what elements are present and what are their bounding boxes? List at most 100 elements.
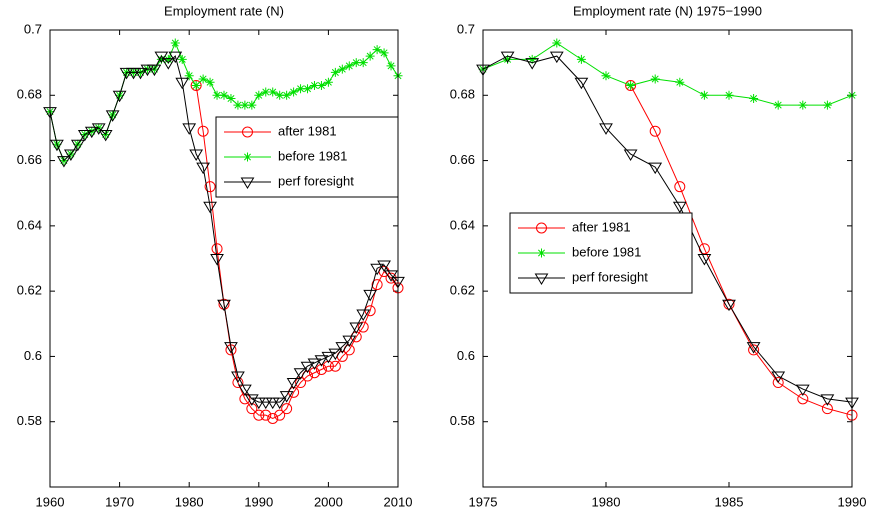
legend-label: perf foresight [278, 173, 354, 188]
data-marker [265, 397, 280, 410]
data-marker [601, 71, 611, 81]
data-marker [168, 51, 183, 64]
data-marker [527, 54, 537, 64]
legend: after 1981 before 1981 perf foresight [215, 116, 399, 198]
y-tick-label: 0.6 [457, 348, 475, 363]
legend-marker [534, 273, 549, 285]
data-marker [392, 282, 404, 294]
data-marker [126, 67, 141, 80]
data-marker [748, 344, 760, 356]
data-marker [212, 90, 222, 100]
y-tick-label: 0.68 [450, 87, 475, 102]
data-marker [140, 64, 155, 77]
data-marker [674, 181, 686, 193]
data-marker [372, 45, 382, 55]
data-marker [147, 64, 162, 77]
data-marker [205, 77, 215, 87]
data-marker [300, 361, 315, 374]
data-marker [699, 90, 709, 100]
data-marker [772, 377, 784, 388]
data-marker [363, 289, 378, 302]
data-marker [820, 394, 835, 406]
data-marker [232, 377, 244, 388]
data-marker [246, 403, 258, 415]
data-marker [797, 393, 809, 405]
data-marker [303, 84, 313, 94]
series-line [482, 55, 853, 403]
y-tick-label: 0.7 [457, 21, 475, 36]
data-marker [323, 77, 333, 87]
data-marker [316, 80, 326, 90]
chart-title: Employment rate (N) 1975−1990 [573, 3, 762, 18]
data-marker [272, 397, 287, 410]
data-marker [746, 342, 761, 354]
data-marker [240, 100, 250, 110]
data-marker [211, 243, 223, 255]
data-marker [364, 305, 376, 317]
data-marker [525, 58, 540, 70]
data-marker [771, 371, 786, 383]
data-marker [210, 254, 224, 266]
x-tick-label: 1980 [175, 494, 204, 509]
data-marker [133, 67, 148, 80]
data-marker [379, 48, 389, 58]
data-marker [321, 351, 336, 364]
legend-label: perf foresight [572, 269, 648, 284]
data-marker [822, 100, 832, 110]
data-marker [599, 123, 613, 135]
data-marker [219, 90, 229, 100]
legend: after 1981 before 1981 perf foresight [509, 212, 693, 294]
data-marker [697, 254, 712, 266]
data-marker [623, 149, 638, 162]
data-marker [268, 87, 278, 97]
data-marker [182, 123, 197, 135]
data-marker [98, 129, 113, 142]
data-marker [281, 403, 293, 415]
series-line [49, 55, 399, 403]
x-tick-label: 1960 [36, 494, 65, 509]
y-tick-label: 0.6 [24, 348, 42, 363]
y-tick-label: 0.62 [17, 283, 42, 298]
legend-label: before 1981 [278, 148, 347, 163]
legend-marker [537, 248, 546, 258]
x-tick-label: 1985 [715, 494, 744, 509]
data-marker [342, 335, 357, 348]
y-tick-label: 0.66 [450, 152, 475, 167]
data-marker [574, 77, 589, 90]
x-tick-label: 1990 [838, 494, 867, 509]
data-marker [191, 80, 201, 90]
data-marker [112, 90, 127, 103]
data-marker [154, 51, 169, 64]
y-tick-label: 0.64 [450, 217, 475, 232]
y-tick-label: 0.66 [17, 152, 42, 167]
x-tick-label: 1990 [244, 494, 273, 509]
data-marker [384, 270, 398, 282]
data-marker [351, 58, 361, 68]
data-marker [254, 90, 264, 100]
x-tick-label: 2000 [314, 494, 343, 509]
y-tick-label: 0.62 [450, 283, 475, 298]
axes: Employment rate (N) 1975−1990 0.58 0.6 0.62… [450, 3, 867, 509]
x-tick-label: 1970 [105, 494, 134, 509]
data-marker [672, 201, 687, 214]
data-marker [315, 364, 327, 375]
data-marker [70, 139, 85, 152]
data-marker [322, 360, 334, 372]
chart-title: Employment rate (N) [164, 3, 284, 18]
data-marker [773, 100, 783, 110]
data-marker [650, 74, 660, 84]
data-marker [821, 403, 833, 415]
data-marker [386, 61, 396, 71]
data-marker [309, 80, 319, 90]
data-marker [226, 94, 236, 104]
x-tick-label: 2010 [384, 494, 413, 509]
data-marker [549, 51, 564, 64]
data-marker [798, 100, 808, 110]
legend-marker [242, 126, 254, 138]
data-marker [251, 397, 266, 410]
data-marker [296, 84, 306, 94]
data-marker [260, 409, 272, 421]
data-marker [286, 378, 301, 390]
data-marker [175, 77, 190, 90]
